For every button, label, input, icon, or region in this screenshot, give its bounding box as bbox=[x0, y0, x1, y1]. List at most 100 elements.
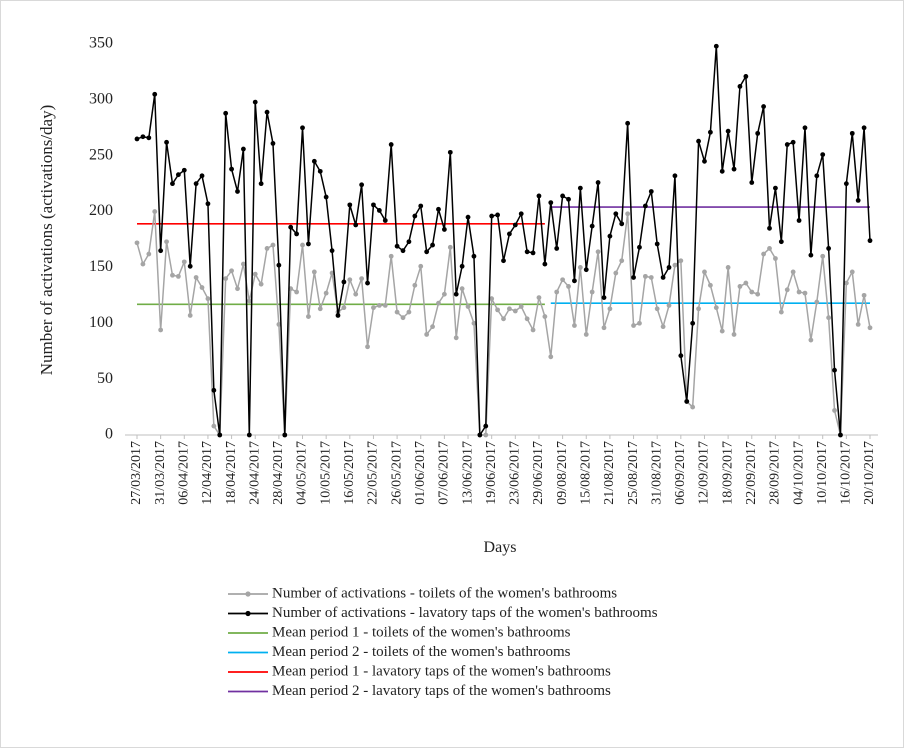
data-point bbox=[359, 182, 365, 188]
data-point bbox=[512, 222, 518, 228]
data-point bbox=[713, 305, 719, 311]
data-point bbox=[524, 316, 530, 322]
data-point bbox=[264, 246, 270, 251]
data-point bbox=[524, 249, 530, 255]
data-point bbox=[601, 325, 607, 331]
data-point bbox=[453, 291, 459, 297]
data-point bbox=[642, 203, 648, 209]
data-point bbox=[282, 432, 288, 438]
data-point bbox=[832, 408, 837, 413]
data-point bbox=[518, 211, 524, 217]
data-point bbox=[867, 325, 873, 331]
data-point bbox=[536, 295, 542, 300]
data-point bbox=[660, 324, 666, 330]
data-point bbox=[678, 353, 684, 359]
data-point bbox=[542, 314, 548, 319]
data-point bbox=[755, 130, 761, 136]
data-point bbox=[359, 276, 365, 281]
data-point bbox=[666, 265, 672, 270]
x-tick-label: 04/10/2017 bbox=[791, 441, 806, 505]
data-point bbox=[388, 142, 394, 147]
data-point bbox=[459, 286, 465, 292]
data-point bbox=[767, 246, 772, 251]
data-point bbox=[849, 130, 855, 136]
legend-marker bbox=[245, 591, 251, 597]
data-point bbox=[725, 128, 731, 134]
data-point bbox=[170, 181, 175, 187]
data-point bbox=[731, 166, 737, 172]
y-axis-label: Number of activations (activations/day) bbox=[37, 105, 56, 376]
data-point bbox=[134, 240, 140, 246]
data-point bbox=[577, 185, 583, 191]
data-point bbox=[778, 309, 784, 315]
data-point bbox=[371, 202, 376, 208]
data-point bbox=[808, 337, 814, 343]
x-tick-label: 27/03/2017 bbox=[129, 441, 144, 505]
data-point bbox=[181, 259, 187, 265]
data-point bbox=[855, 322, 861, 327]
data-point bbox=[802, 290, 808, 296]
data-point bbox=[205, 296, 211, 302]
x-tick-label: 28/09/2017 bbox=[768, 441, 783, 505]
data-point bbox=[353, 222, 359, 228]
x-tick-label: 26/05/2017 bbox=[389, 441, 404, 505]
data-point bbox=[152, 91, 158, 97]
data-point bbox=[501, 316, 506, 322]
legend-label: Mean period 1 - toilets of the women's b… bbox=[272, 624, 571, 640]
data-point bbox=[820, 152, 826, 157]
data-point bbox=[211, 387, 217, 393]
x-tick-label: 19/06/2017 bbox=[484, 441, 499, 505]
data-point bbox=[229, 268, 234, 274]
data-point bbox=[441, 291, 447, 297]
x-tick-label: 10/05/2017 bbox=[318, 441, 333, 505]
data-point bbox=[583, 267, 589, 273]
data-point bbox=[637, 320, 642, 326]
x-tick-label: 01/06/2017 bbox=[413, 441, 428, 505]
data-point bbox=[235, 286, 240, 292]
data-point bbox=[483, 423, 489, 429]
data-point bbox=[400, 315, 406, 321]
x-tick-label: 06/09/2017 bbox=[673, 441, 688, 505]
data-point bbox=[678, 258, 684, 264]
data-point bbox=[554, 289, 560, 295]
x-tick-label: 06/04/2017 bbox=[177, 441, 192, 505]
legend-label: Number of activations - lavatory taps of… bbox=[272, 605, 658, 621]
data-point bbox=[465, 214, 471, 220]
x-axis-label: Days bbox=[484, 539, 517, 556]
data-point bbox=[773, 256, 778, 261]
data-point bbox=[447, 149, 453, 155]
data-point bbox=[241, 146, 246, 152]
data-point bbox=[648, 275, 654, 280]
x-tick-label: 13/06/2017 bbox=[460, 441, 475, 505]
data-point bbox=[365, 344, 370, 350]
x-tick-label: 31/03/2017 bbox=[153, 441, 168, 505]
data-point bbox=[826, 315, 832, 321]
data-point bbox=[832, 367, 837, 373]
x-tick-label: 12/04/2017 bbox=[200, 441, 215, 505]
data-point bbox=[536, 193, 542, 199]
data-point bbox=[246, 298, 252, 304]
data-point bbox=[820, 253, 826, 259]
data-point bbox=[814, 299, 820, 305]
data-point bbox=[743, 73, 749, 79]
data-point bbox=[199, 285, 205, 290]
x-tick-label: 18/04/2017 bbox=[224, 441, 239, 505]
data-point bbox=[134, 136, 140, 142]
data-point bbox=[495, 212, 500, 218]
data-point bbox=[447, 244, 453, 250]
data-point bbox=[376, 208, 382, 213]
data-point bbox=[784, 287, 790, 293]
x-tick-label: 23/06/2017 bbox=[508, 441, 523, 505]
data-point bbox=[589, 223, 595, 229]
data-point bbox=[702, 269, 707, 275]
data-point bbox=[152, 209, 158, 214]
data-point bbox=[737, 84, 743, 89]
data-point bbox=[211, 423, 217, 429]
data-point bbox=[418, 263, 424, 269]
data-point bbox=[187, 263, 193, 269]
data-point bbox=[707, 282, 713, 288]
data-point bbox=[761, 104, 766, 109]
data-point bbox=[595, 180, 601, 185]
data-point bbox=[690, 320, 696, 326]
x-tick-label: 09/08/2017 bbox=[555, 441, 570, 505]
